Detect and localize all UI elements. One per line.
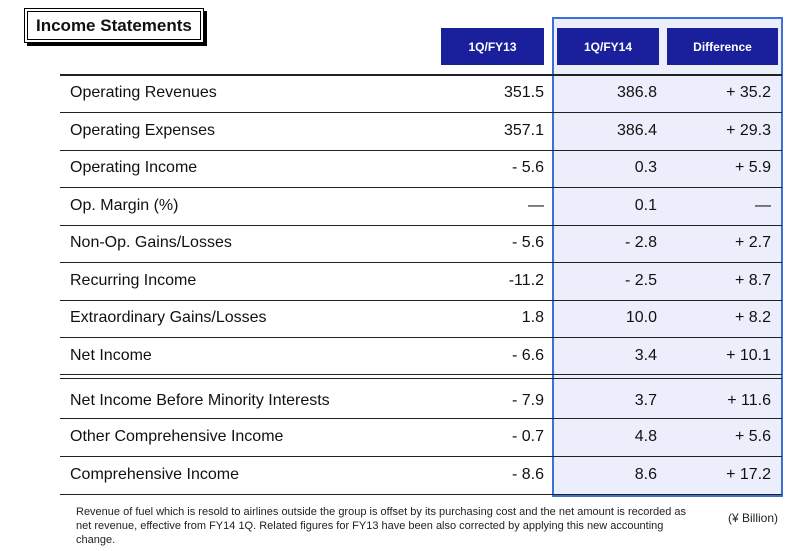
- row-divider: [60, 112, 782, 113]
- value-difference: + 11.6: [727, 392, 771, 409]
- table-row: Operating Income - 5.6 0.3 + 5.9: [60, 150, 782, 186]
- row-label: Operating Income: [70, 159, 198, 176]
- value-difference: + 29.3: [726, 122, 771, 139]
- value-difference: + 5.6: [734, 428, 771, 445]
- row-divider: [60, 150, 782, 151]
- value-1q-fy14: 0.3: [634, 159, 657, 176]
- value-difference: + 17.2: [726, 466, 771, 483]
- row-divider: [60, 337, 782, 338]
- value-1q-fy14: 3.7: [634, 392, 657, 409]
- value-difference: + 8.2: [734, 309, 771, 326]
- value-1q-fy13: - 5.6: [511, 159, 544, 176]
- value-1q-fy13: - 8.6: [511, 466, 544, 483]
- page-title: Income Statements: [27, 11, 201, 40]
- value-1q-fy13: 1.8: [521, 309, 544, 326]
- table-row: Operating Revenues 351.5 386.8 + 35.2: [60, 75, 782, 111]
- value-1q-fy13: -11.2: [508, 272, 544, 289]
- value-1q-fy13: - 6.6: [511, 347, 544, 364]
- value-1q-fy13: 351.5: [503, 84, 544, 101]
- table-top-rule: [60, 74, 782, 76]
- value-1q-fy13: - 5.6: [511, 234, 544, 251]
- table-row: Non-Op. Gains/Losses - 5.6 - 2.8 + 2.7: [60, 225, 782, 261]
- footnote: Revenue of fuel which is resold to airli…: [76, 506, 687, 546]
- fy14-highlight-box: [552, 17, 783, 497]
- column-header-1q-fy14: 1Q/FY14: [557, 28, 659, 65]
- section-double-rule: [60, 378, 782, 379]
- value-difference: + 10.1: [726, 347, 771, 364]
- value-difference: + 5.9: [734, 159, 771, 176]
- row-label: Comprehensive Income: [70, 466, 239, 483]
- value-1q-fy13: 357.1: [503, 122, 544, 139]
- row-label: Op. Margin (%): [70, 197, 179, 214]
- value-difference: + 35.2: [726, 84, 771, 101]
- value-1q-fy14: 8.6: [634, 466, 657, 483]
- table-bottom-rule: [60, 494, 782, 495]
- value-1q-fy14: 10.0: [625, 309, 657, 326]
- row-label: Extraordinary Gains/Losses: [70, 309, 267, 326]
- row-label: Net Income Before Minority Interests: [70, 392, 330, 409]
- table-row: Net Income Before Minority Interests - 7.…: [60, 383, 782, 419]
- row-label: Operating Expenses: [70, 122, 215, 139]
- value-1q-fy13: - 0.7: [511, 428, 544, 445]
- table-row: Operating Expenses 357.1 386.4 + 29.3: [60, 113, 782, 149]
- row-divider: [60, 262, 782, 263]
- row-label: Recurring Income: [70, 272, 197, 289]
- title-box: Income Statements: [24, 8, 204, 43]
- row-divider: [60, 418, 782, 419]
- row-divider: [60, 225, 782, 226]
- column-header-1q-fy13: 1Q/FY13: [441, 28, 544, 65]
- value-difference: —: [755, 197, 771, 214]
- value-1q-fy13: - 7.9: [511, 392, 544, 409]
- value-1q-fy14: 386.4: [616, 122, 657, 139]
- table-row: Op. Margin (%) — 0.1 —: [60, 188, 782, 224]
- row-divider: [60, 456, 782, 457]
- row-divider: [60, 300, 782, 301]
- table-row: Recurring Income -11.2 - 2.5 + 8.7: [60, 263, 782, 299]
- value-1q-fy14: 386.8: [616, 84, 657, 101]
- table-row: Other Comprehensive Income - 0.7 4.8 + 5.6: [60, 419, 782, 455]
- row-label: Operating Revenues: [70, 84, 217, 101]
- section-double-rule: [60, 374, 782, 375]
- column-header-difference: Difference: [667, 28, 778, 65]
- value-1q-fy14: - 2.5: [624, 272, 657, 289]
- value-difference: + 2.7: [734, 234, 771, 251]
- row-label: Net Income: [70, 347, 152, 364]
- row-label: Other Comprehensive Income: [70, 428, 284, 445]
- table-row: Comprehensive Income - 8.6 8.6 + 17.2: [60, 457, 782, 493]
- row-divider: [60, 187, 782, 188]
- value-1q-fy13: —: [528, 197, 544, 214]
- value-1q-fy14: 0.1: [634, 197, 657, 214]
- unit-label: (¥ Billion): [728, 511, 779, 525]
- row-label: Non-Op. Gains/Losses: [70, 234, 232, 251]
- value-difference: + 8.7: [734, 272, 771, 289]
- value-1q-fy14: 4.8: [634, 428, 657, 445]
- table-row: Net Income - 6.6 3.4 + 10.1: [60, 338, 782, 374]
- value-1q-fy14: - 2.8: [624, 234, 657, 251]
- table-row: Extraordinary Gains/Losses 1.8 10.0 + 8.2: [60, 300, 782, 336]
- value-1q-fy14: 3.4: [634, 347, 657, 364]
